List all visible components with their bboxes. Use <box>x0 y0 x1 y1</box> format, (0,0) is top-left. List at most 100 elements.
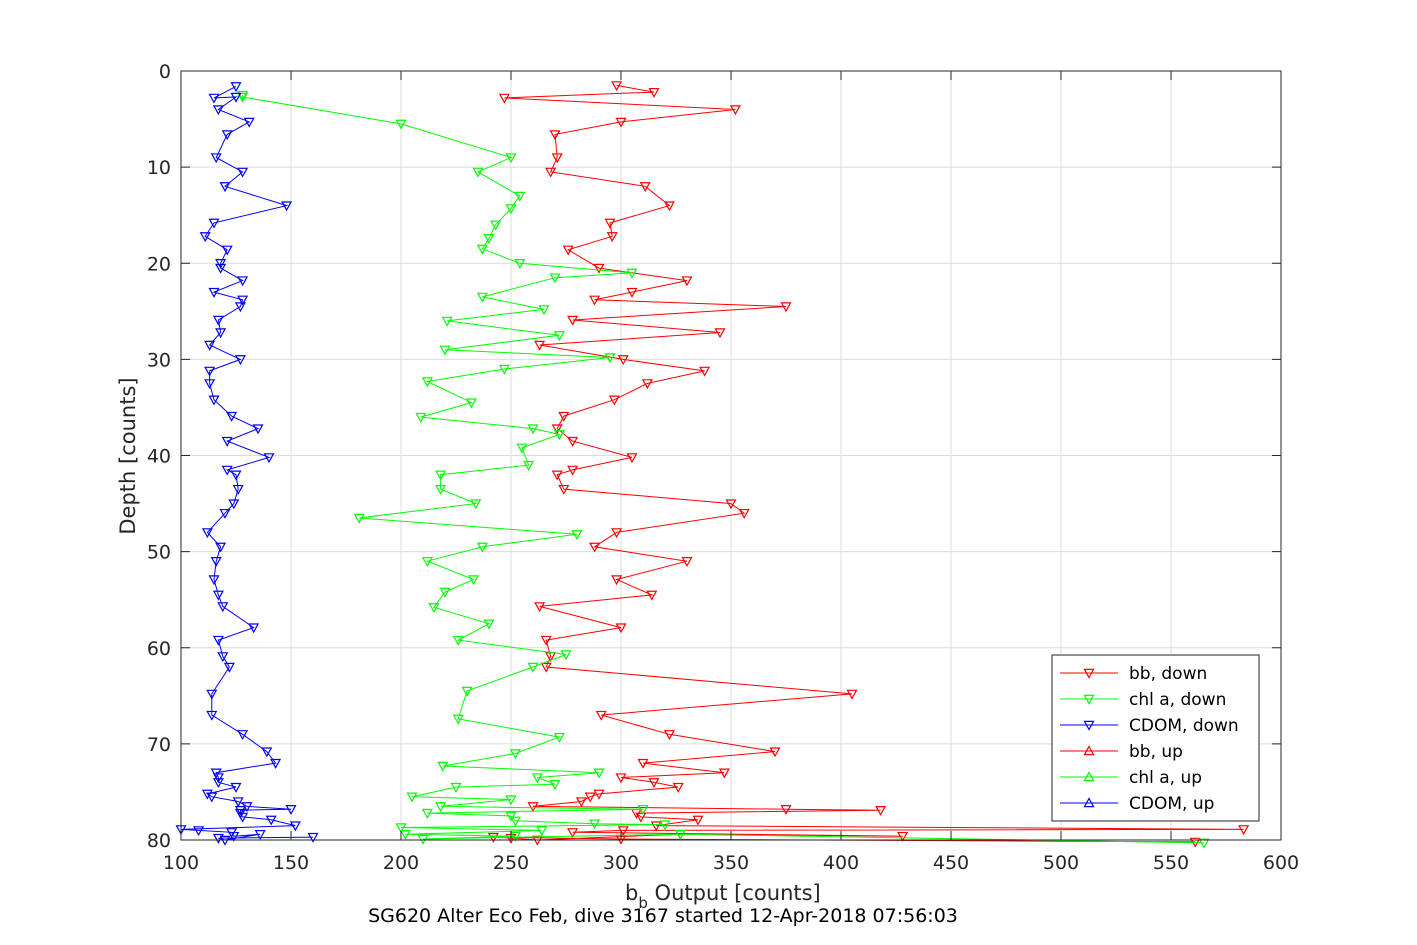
data-point-bb-down <box>593 789 605 800</box>
data-point-bb-down <box>681 557 693 567</box>
data-point-cdom-down <box>234 355 246 366</box>
data-point-bb-down <box>549 130 561 141</box>
data-point-cdom-down <box>217 652 229 663</box>
data-point-bb-down <box>615 773 627 784</box>
data-point-chl-a-down <box>437 761 449 772</box>
data-point-bb-down <box>498 93 510 104</box>
data-point-chl-a-down <box>626 268 638 279</box>
data-point-bb-down <box>540 635 552 646</box>
data-point-chl-a-down <box>461 686 473 697</box>
data-point-cdom-down <box>204 340 216 351</box>
y-tick-label: 30 <box>147 349 171 371</box>
data-point-chl-a-down <box>1198 838 1210 849</box>
data-point-bb-down <box>611 528 623 539</box>
data-point-chl-a-down <box>527 424 539 435</box>
data-point-chl-a-down <box>439 587 451 598</box>
data-point-chl-a-down <box>421 808 433 819</box>
data-point-cdom-down <box>221 130 233 141</box>
data-point-cdom-down <box>206 689 218 700</box>
data-point-bb-down <box>875 806 887 816</box>
data-point-bb-down <box>1238 825 1250 836</box>
data-point-cdom-down <box>212 778 224 789</box>
data-point-bb-down <box>611 575 623 586</box>
data-point-bb-down <box>663 201 675 212</box>
data-point-bb-down <box>589 542 601 553</box>
data-point-chl-a-down <box>483 619 495 630</box>
x-tick-label: 500 <box>1043 852 1079 874</box>
data-point-chl-a-down <box>476 244 488 255</box>
data-point-chl-a-down <box>421 557 433 567</box>
data-point-chl-a-down <box>472 167 484 178</box>
data-point-cdom-down <box>252 424 264 435</box>
data-point-cdom-down <box>199 232 211 243</box>
data-point-chl-a-down <box>571 530 583 541</box>
data-point-cdom-down <box>193 826 205 837</box>
y-tick-label: 20 <box>147 253 171 275</box>
y-axis-label: Depth [counts] <box>116 377 140 534</box>
data-point-bb-down <box>646 590 658 601</box>
data-point-cdom-down <box>212 315 224 326</box>
legend-label-chl-a-down: chl a, down <box>1129 690 1226 710</box>
data-point-chl-a-down <box>435 470 447 481</box>
data-point-bb-down <box>637 758 649 769</box>
data-point-cdom-down <box>208 395 220 406</box>
data-point-cdom-down <box>208 575 220 586</box>
x-axis-label-rest: Output [counts] <box>648 881 821 905</box>
x-axis-label: bb Output [counts] <box>625 881 821 912</box>
data-point-bb-down <box>608 395 620 406</box>
data-point-bb-down <box>595 710 607 721</box>
data-point-bb-down <box>635 812 647 823</box>
data-point-chl-a-down <box>435 802 447 813</box>
data-point-bb-down <box>534 340 546 351</box>
data-point-cdom-down <box>248 623 260 634</box>
data-point-chl-a-down <box>593 768 605 779</box>
data-point-chl-a-down <box>509 816 521 827</box>
data-point-bb-down <box>562 245 574 256</box>
data-point-chl-a-down <box>659 820 671 831</box>
data-point-cdom-down <box>237 812 249 823</box>
x-tick-label: 600 <box>1263 852 1299 874</box>
y-tick-label: 70 <box>147 734 171 756</box>
legend-label-cdom-up: CDOM, up <box>1129 794 1214 814</box>
data-point-bb-down <box>617 355 629 366</box>
data-point-bb-down <box>617 826 629 837</box>
data-point-cdom-down <box>230 82 242 93</box>
data-point-cdom-down <box>281 201 293 212</box>
legend-marker-bb-down <box>1083 668 1095 679</box>
data-point-cdom-down <box>254 830 266 840</box>
data-point-bb-down <box>780 805 792 815</box>
data-point-cdom-down <box>215 328 227 339</box>
data-point-bb-down <box>567 465 579 476</box>
data-point-chl-a-down <box>553 331 565 342</box>
data-point-cdom-down <box>223 662 235 673</box>
legend-label-chl-a-up: chl a, up <box>1129 768 1202 788</box>
data-point-chl-a-down <box>505 795 517 806</box>
data-point-cdom-down <box>226 411 238 422</box>
legend-marker-cdom-down <box>1083 720 1095 731</box>
data-point-bb-down <box>604 218 616 229</box>
x-axis-label-main: b <box>625 881 638 905</box>
data-point-bb-down <box>672 782 684 793</box>
data-point-bb-down <box>718 768 730 779</box>
data-point-bb-down <box>558 411 570 422</box>
data-point-chl-a-down <box>553 430 565 441</box>
y-tick-label: 50 <box>147 542 171 564</box>
data-point-chl-a-down <box>476 542 488 553</box>
data-point-cdom-down <box>263 453 275 464</box>
y-tick-label: 40 <box>147 446 171 468</box>
data-point-bb-down <box>769 747 781 758</box>
data-point-chl-a-down <box>674 830 686 840</box>
x-tick-label: 350 <box>713 852 749 874</box>
legend-marker-cdom-up <box>1083 797 1095 808</box>
data-point-cdom-down <box>221 436 233 447</box>
data-point-chl-a-down <box>399 830 411 840</box>
data-point-bb-down <box>681 276 693 287</box>
data-point-cdom-down <box>212 105 224 116</box>
data-point-chl-a-down <box>476 292 488 303</box>
data-point-cdom-down <box>243 117 255 128</box>
legend: bb, down chl a, down CDOM, down bb, up chl a… <box>1051 654 1260 822</box>
data-point-chl-a-down <box>435 484 447 495</box>
data-point-chl-a-down <box>549 780 561 790</box>
data-point-bb-down <box>606 232 618 243</box>
data-point-chl-a-down <box>505 153 517 164</box>
